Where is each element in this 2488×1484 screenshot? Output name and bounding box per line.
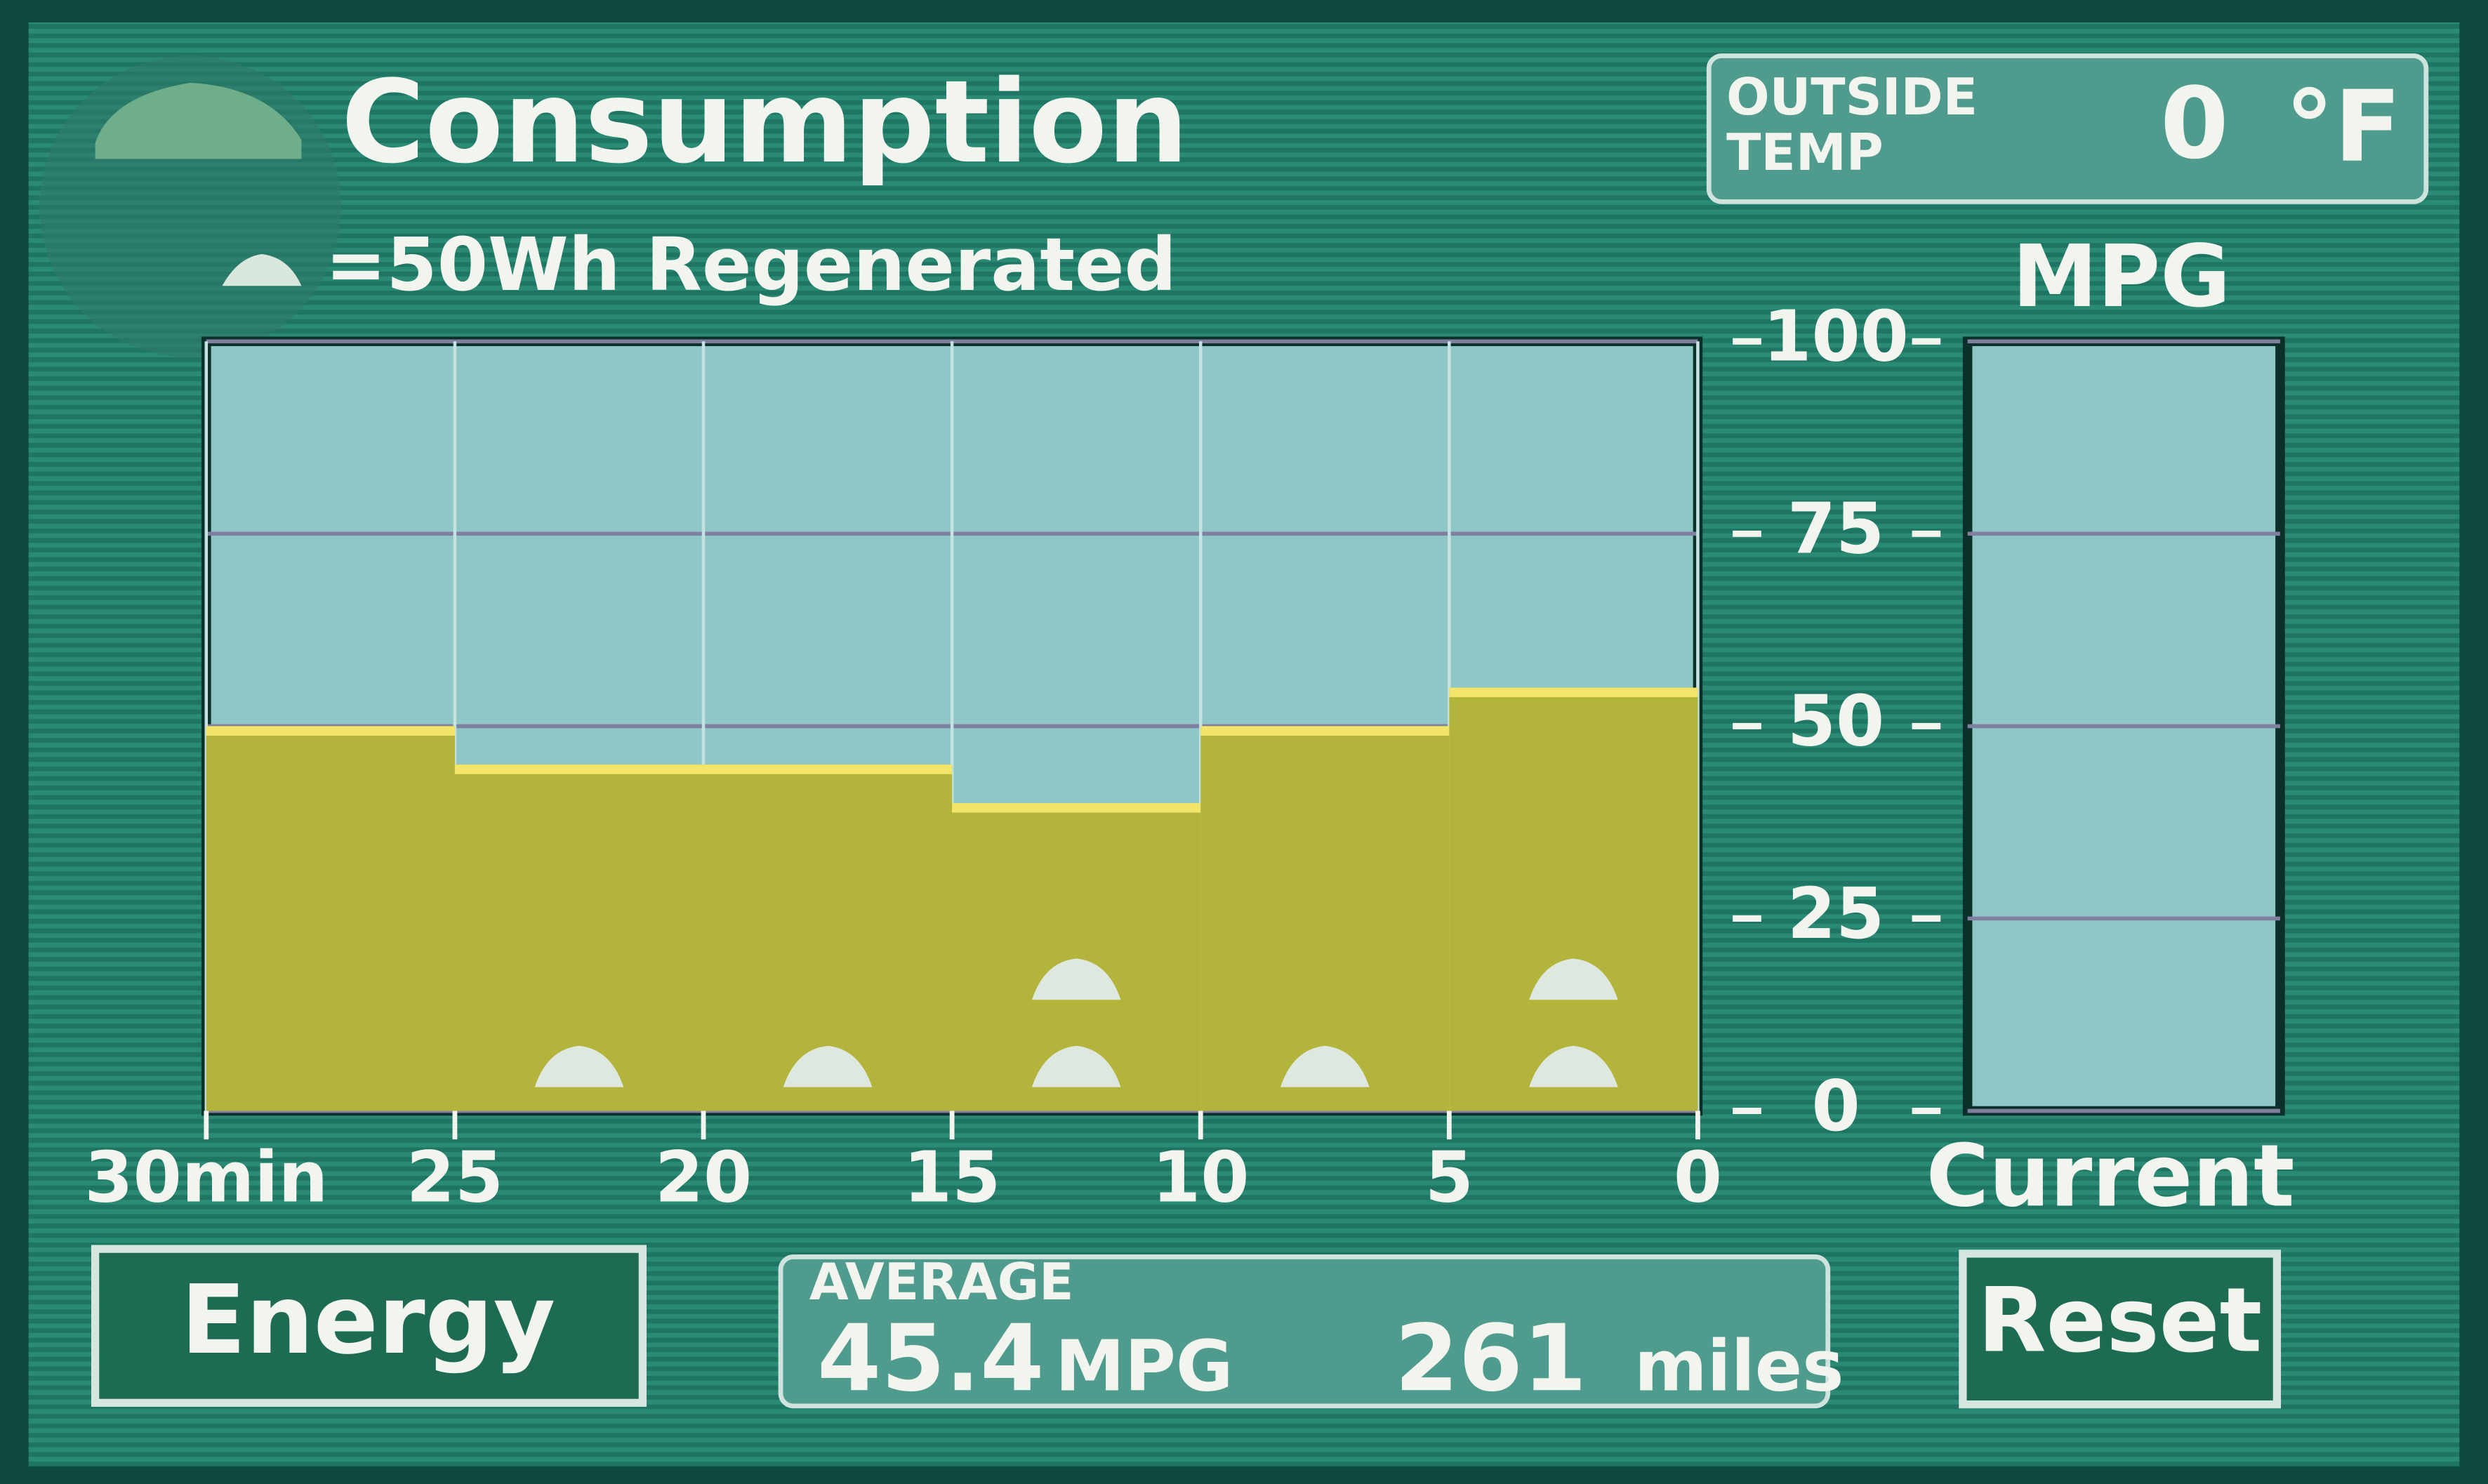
- x-tick-label: 0: [1674, 1138, 1722, 1219]
- legend-text: =50Wh Regenerated: [325, 223, 1177, 307]
- regen-icon-shape: [1031, 1045, 1121, 1087]
- bar-top: [1449, 687, 1698, 698]
- x-tick-label: 30min: [84, 1138, 328, 1219]
- x-tick-label: 25: [406, 1138, 503, 1219]
- bar-fill: [206, 726, 455, 1111]
- y-label: MPG: [2012, 227, 2230, 326]
- regen-icon-shape: [1529, 1045, 1618, 1087]
- bar-fill: [1449, 687, 1698, 1111]
- x-tick-label: 15: [904, 1138, 1000, 1219]
- y-tick-label: 0: [1811, 1066, 1860, 1147]
- regen-icon-shape: [1529, 958, 1618, 1000]
- regen-icon: [1280, 1045, 1370, 1087]
- temp-label: OUTSIDE: [1726, 68, 1978, 127]
- y-tick-label: 50: [1787, 682, 1884, 762]
- regen-icon-shape: [783, 1045, 873, 1087]
- temp-label: TEMP: [1726, 124, 1884, 183]
- current-label: Current: [1926, 1126, 2295, 1226]
- x-tick-label: 5: [1425, 1138, 1474, 1219]
- temp-box: [1706, 53, 2429, 204]
- regen-icon: [1529, 958, 1618, 1000]
- average-mpg-unit: MPG: [1055, 1327, 1233, 1407]
- reset-button-label[interactable]: Reset: [1978, 1269, 2262, 1372]
- average-distance: 261: [1395, 1304, 1587, 1412]
- bar-top: [1200, 726, 1450, 736]
- y-tick-label: 75: [1787, 489, 1884, 570]
- x-tick-label: 20: [655, 1138, 752, 1219]
- average-label: AVERAGE: [809, 1253, 1074, 1312]
- bar-top: [952, 803, 1201, 813]
- temp-unit: °F: [2285, 70, 2402, 185]
- average-box: [778, 1254, 1831, 1409]
- regen-icon: [1031, 958, 1121, 1000]
- regen-icon-shape: [534, 1045, 624, 1087]
- bar-top: [454, 764, 704, 774]
- regen-icon-shape: [1280, 1045, 1370, 1087]
- legend-icon: [222, 253, 302, 286]
- x-tick-label: 10: [1152, 1138, 1249, 1219]
- energy-button[interactable]: [91, 1245, 647, 1407]
- reset-button[interactable]: [1959, 1250, 2282, 1409]
- bar: [1449, 687, 1698, 1111]
- energy-button-label[interactable]: Energy: [181, 1264, 556, 1375]
- regen-icon: [783, 1045, 873, 1087]
- y-tick-label: 25: [1787, 874, 1884, 955]
- regen-icon: [1529, 1045, 1618, 1087]
- bar-top: [703, 764, 953, 774]
- leaf-car-icon: [95, 82, 302, 159]
- regen-icon: [534, 1045, 624, 1087]
- title: Consumption: [341, 56, 1189, 189]
- regen-icon: [1031, 1045, 1121, 1087]
- average-mpg: 45.4: [817, 1304, 1044, 1412]
- bar: [206, 726, 455, 1111]
- temp-value: 0: [2160, 67, 2229, 181]
- y-tick-label: 100: [1763, 297, 1909, 378]
- bar-top: [206, 726, 455, 736]
- average-distance-unit: miles: [1634, 1327, 1844, 1407]
- regen-icon-shape: [1031, 958, 1121, 1000]
